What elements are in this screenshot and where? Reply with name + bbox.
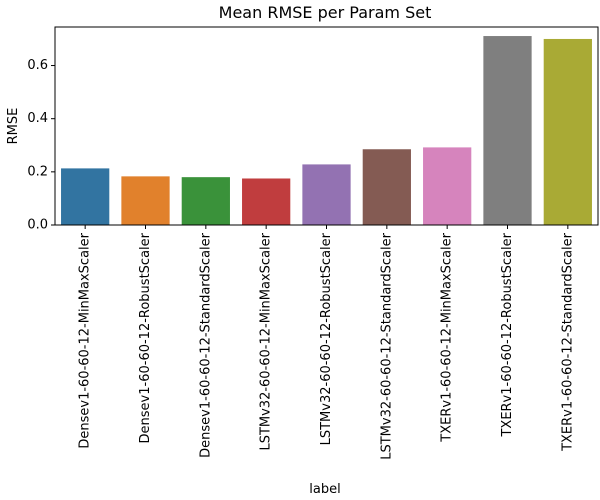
y-tick-label: 0.6 — [27, 58, 48, 73]
x-tick-label: TXERv1-60-60-12-StandardScaler — [560, 232, 575, 452]
y-axis: 0.0 0.2 0.4 0.6 — [27, 58, 55, 233]
bar — [362, 149, 411, 225]
x-tick-label: Densev1-60-60-12-MinMaxScaler — [78, 232, 93, 448]
x-tick-label: TXERv1-60-60-12-RobustScaler — [500, 232, 515, 437]
x-tick-label: LSTMv32-60-60-12-MinMaxScaler — [259, 232, 274, 450]
bars-group — [61, 36, 592, 226]
plot-frame — [54, 26, 599, 226]
y-tick-label: 0.2 — [27, 164, 48, 179]
bar — [61, 168, 110, 225]
x-tick-label: LSTMv32-60-60-12-StandardScaler — [379, 232, 394, 459]
x-axis-label: label — [309, 482, 340, 497]
chart-title: Mean RMSE per Param Set — [219, 3, 432, 22]
bar — [121, 176, 170, 225]
x-tick-label: TXERv1-60-60-12-MinMaxScaler — [440, 232, 455, 442]
bar — [423, 147, 472, 225]
bar — [483, 36, 532, 226]
y-tick-label: 0.4 — [27, 111, 48, 126]
y-axis-label: RMSE — [6, 108, 21, 145]
x-tick-label: LSTMv32-60-60-12-RobustScaler — [319, 232, 334, 445]
x-axis: Densev1-60-60-12-MinMaxScaler Densev1-60-… — [78, 225, 575, 460]
x-tick-label: Densev1-60-60-12-RobustScaler — [138, 232, 153, 443]
bar — [181, 177, 230, 225]
y-tick-label: 0.0 — [27, 218, 48, 233]
bar — [302, 164, 351, 225]
bar — [242, 178, 291, 225]
bar — [543, 38, 592, 225]
x-tick-label: Densev1-60-60-12-StandardScaler — [198, 232, 213, 457]
